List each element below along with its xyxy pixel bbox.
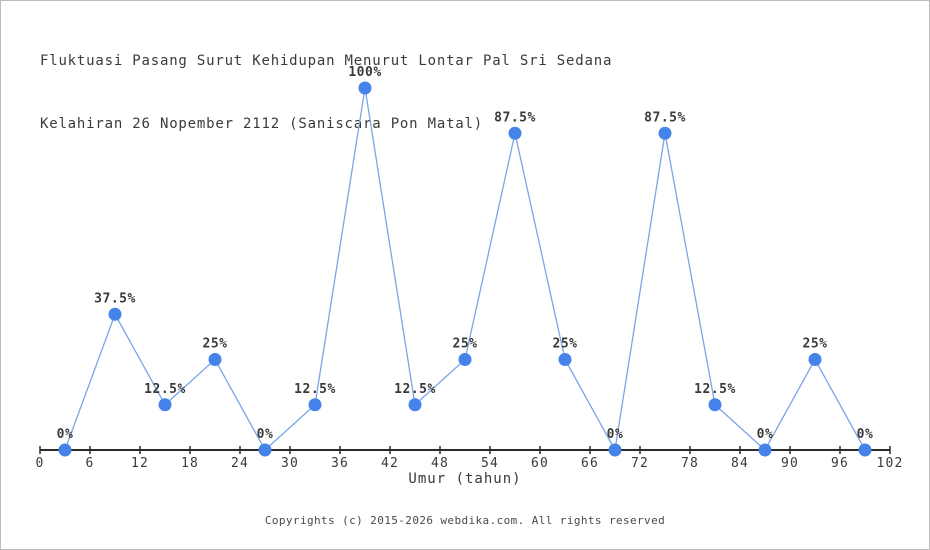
data-label: 12.5% [144,382,186,397]
data-label: 12.5% [294,382,336,397]
data-point [458,353,472,366]
data-point [808,353,822,366]
data-label: 0% [57,427,74,442]
x-axis-tick-label: 6 [85,456,94,471]
x-axis-tick-label: 30 [281,456,299,471]
data-point [558,353,572,366]
x-axis-tick-label: 78 [681,456,699,471]
data-label: 100% [348,65,381,80]
data-point [108,307,122,321]
x-axis-tick-label: 66 [581,456,599,471]
data-label: 25% [803,337,828,352]
chart-title-line1: Fluktuasi Pasang Surut Kehidupan Menurut… [40,53,613,69]
chart-title: Fluktuasi Pasang Surut Kehidupan Menurut… [40,9,612,156]
x-axis-tick-label: 12 [131,456,149,471]
data-label: 25% [203,337,228,352]
x-axis-tick-label: 60 [531,456,549,471]
chart-title-line2: Kelahiran 26 Nopember 2112 (Saniscara Po… [40,116,483,132]
data-point [358,81,372,95]
x-axis-title: Umur (tahun) [408,471,522,487]
data-point [208,353,222,366]
x-axis-tick-label: 72 [631,456,649,471]
data-label: 0% [257,427,274,442]
data-label: 0% [857,427,874,442]
data-label: 87.5% [494,110,536,125]
x-axis-tick-label: 42 [381,456,399,471]
x-axis-tick-label: 84 [731,456,749,471]
data-point [508,126,522,140]
x-axis-tick-label: 102 [876,456,903,471]
x-axis-tick-label: 0 [35,456,44,471]
data-label: 25% [453,337,478,352]
data-label: 25% [553,337,578,352]
data-point [608,443,622,457]
data-point [658,126,672,140]
data-label: 87.5% [644,110,686,125]
data-point [708,398,722,412]
data-point [158,398,172,412]
data-point [408,398,422,412]
x-axis-tick-label: 48 [431,456,449,471]
data-label: 12.5% [394,382,436,397]
x-axis-tick-label: 24 [231,456,249,471]
data-point [58,443,72,457]
data-label: 0% [757,427,774,442]
data-point [258,443,272,457]
data-label: 37.5% [94,291,136,306]
x-axis-tick-label: 90 [781,456,799,471]
data-point [758,443,772,457]
data-label: 0% [607,427,624,442]
copyright-text: Copyrights (c) 2015-2026 webdika.com. Al… [264,514,666,527]
x-axis-tick-label: 54 [481,456,499,471]
data-point [308,398,322,412]
x-axis-tick-label: 18 [181,456,199,471]
data-label: 12.5% [694,382,736,397]
x-axis-tick-label: 96 [831,456,849,471]
x-axis-tick-label: 36 [331,456,349,471]
data-point [858,443,872,457]
